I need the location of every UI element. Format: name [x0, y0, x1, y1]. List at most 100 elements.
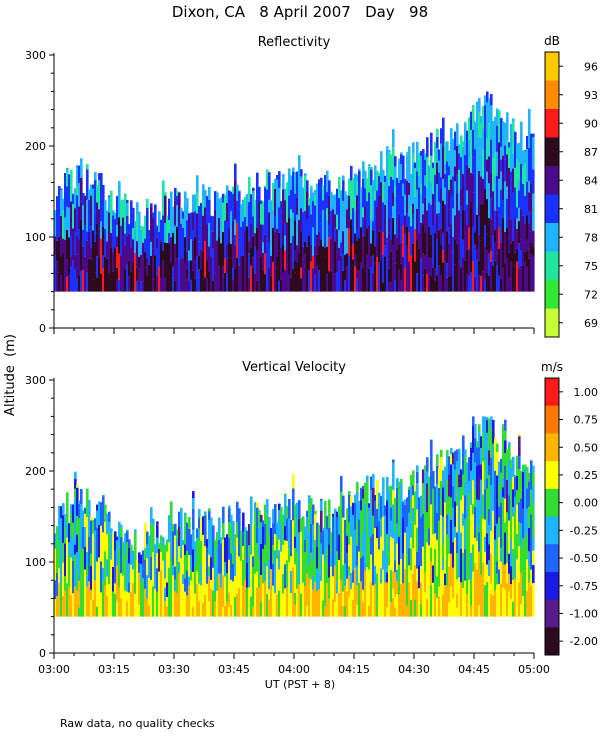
echo-cell: [56, 572, 59, 597]
echo-cell: [432, 582, 435, 617]
echo-cell: [366, 482, 369, 514]
echo-cell: [246, 194, 249, 201]
echo-cell: [512, 516, 515, 549]
echo-cell: [278, 503, 281, 511]
echo-cell: [368, 164, 371, 193]
echo-cell: [500, 189, 503, 217]
echo-cell: [298, 166, 301, 188]
echo-cell: [134, 593, 137, 617]
echo-cell: [426, 157, 429, 188]
echo-cell: [76, 195, 79, 214]
colorbar-label: 78: [584, 231, 598, 244]
echo-cell: [404, 555, 407, 570]
echo-cell: [432, 162, 435, 168]
echo-cell: [240, 204, 243, 205]
echo-cell: [332, 513, 335, 518]
echo-cell: [300, 169, 303, 177]
echo-cell: [468, 494, 471, 505]
echo-cell: [270, 600, 273, 617]
echo-cell: [74, 569, 77, 587]
echo-cell: [440, 143, 443, 154]
echo-cell: [60, 215, 63, 234]
echo-cell: [298, 187, 301, 220]
echo-cell: [366, 182, 369, 202]
echo-cell: [332, 576, 335, 600]
echo-cell: [140, 582, 143, 617]
echo-cell: [334, 565, 337, 602]
echo-cell: [220, 573, 223, 588]
echo-cell: [138, 552, 141, 564]
echo-cell: [480, 479, 483, 516]
echo-cell: [532, 550, 535, 566]
echo-cell: [252, 606, 255, 617]
echo-cell: [456, 243, 459, 257]
echo-cell: [498, 248, 501, 276]
echo-cell: [532, 537, 535, 551]
echo-cell: [218, 605, 221, 617]
echo-cell: [478, 97, 481, 112]
echo-cell: [92, 258, 95, 280]
echo-cell: [242, 199, 245, 222]
echo-cell: [202, 251, 205, 275]
echo-cell: [342, 252, 345, 271]
echo-cell: [206, 539, 209, 548]
echo-cell: [152, 586, 155, 617]
echo-cell: [142, 242, 145, 279]
echo-cell: [344, 280, 347, 292]
echo-cell: [352, 502, 355, 515]
echo-cell: [396, 543, 399, 570]
echo-cell: [514, 275, 517, 292]
echo-cell: [482, 416, 485, 434]
echo-cell: [400, 483, 403, 495]
echo-cell: [120, 255, 123, 292]
echo-cell: [382, 169, 385, 183]
echo-cell: [444, 469, 447, 503]
echo-cell: [424, 197, 427, 233]
echo-cell: [234, 245, 237, 269]
echo-cell: [448, 537, 451, 554]
echo-cell: [250, 520, 253, 555]
echo-cell: [274, 188, 277, 217]
echo-cell: [62, 595, 65, 617]
echo-cell: [224, 272, 227, 292]
echo-cell: [354, 173, 357, 198]
echo-cell: [526, 266, 529, 292]
echo-cell: [256, 543, 259, 572]
echo-cell: [154, 278, 157, 292]
echo-cell: [246, 530, 249, 563]
echo-cell: [292, 235, 295, 269]
echo-cell: [254, 546, 257, 574]
echo-cell: [440, 553, 443, 584]
echo-cell: [434, 580, 437, 594]
echo-cell: [268, 599, 271, 617]
echo-cell: [404, 504, 407, 533]
echo-cell: [274, 517, 277, 535]
echo-cell: [98, 180, 101, 210]
echo-cell: [488, 424, 491, 451]
echo-cell: [424, 185, 427, 198]
echo-cell: [372, 255, 375, 273]
echo-cell: [366, 537, 369, 568]
echo-cell: [432, 242, 435, 268]
echo-cell: [148, 230, 151, 238]
echo-cell: [466, 561, 469, 581]
y-axis-label: Altitude (m): [3, 334, 18, 416]
echo-cell: [340, 217, 343, 243]
echo-cell: [100, 502, 103, 526]
echo-cell: [376, 190, 379, 207]
echo-cell: [346, 253, 349, 267]
echo-cell: [76, 515, 79, 535]
echo-cell: [266, 169, 269, 174]
echo-cell: [248, 524, 251, 546]
echo-cell: [488, 275, 491, 292]
echo-cell: [480, 176, 483, 205]
echo-cell: [490, 593, 493, 617]
echo-cell: [504, 145, 507, 160]
echo-cell: [98, 173, 101, 181]
echo-cell: [108, 273, 111, 292]
echo-cell: [400, 533, 403, 559]
echo-cell: [64, 182, 67, 218]
echo-cell: [286, 247, 289, 265]
echo-cell: [256, 172, 259, 195]
echo-cell: [80, 201, 83, 221]
